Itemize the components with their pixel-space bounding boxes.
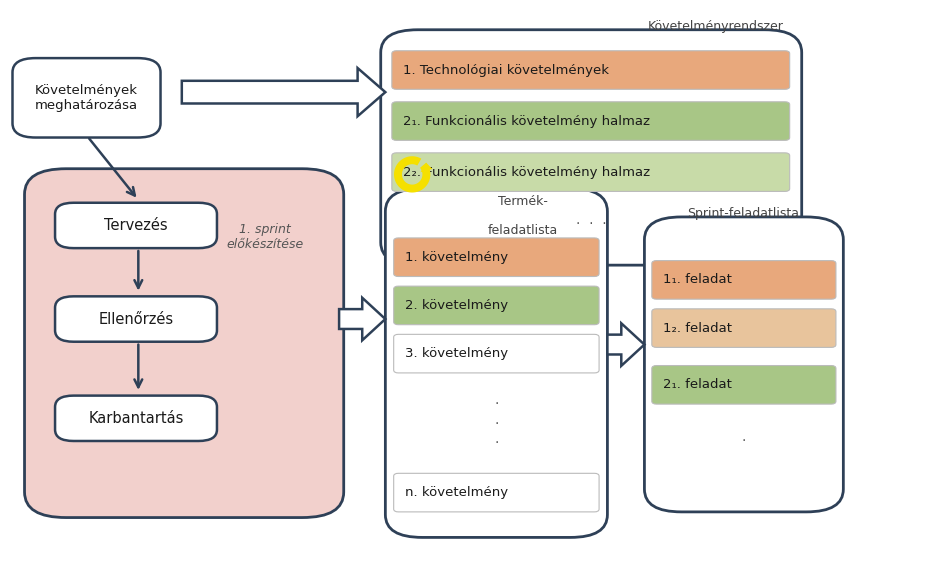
Polygon shape <box>394 156 430 193</box>
Text: Termék-: Termék- <box>498 196 548 209</box>
Text: ·
·
·: · · · <box>494 397 498 450</box>
FancyBboxPatch shape <box>393 335 599 373</box>
Text: 1. követelmény: 1. követelmény <box>404 251 507 264</box>
Polygon shape <box>607 323 643 366</box>
Text: Sprint-feladatlista: Sprint-feladatlista <box>687 207 798 220</box>
FancyBboxPatch shape <box>380 30 801 265</box>
Text: ·  ·  ·: · · · <box>576 217 606 231</box>
Text: Követelményrendszer: Követelményrendszer <box>647 19 782 32</box>
Polygon shape <box>338 298 385 340</box>
Text: Tervezés: Tervezés <box>104 218 168 233</box>
Text: Ellenőrzés: Ellenőrzés <box>98 312 173 327</box>
Polygon shape <box>420 162 432 172</box>
Text: feladatlista: feladatlista <box>488 224 558 237</box>
Text: 1. sprint
előkészítése: 1. sprint előkészítése <box>226 223 303 251</box>
Text: 3. követelmény: 3. követelmény <box>404 347 507 360</box>
Text: n. követelmény: n. követelmény <box>404 486 507 499</box>
FancyBboxPatch shape <box>393 473 599 512</box>
Text: 1₁. feladat: 1₁. feladat <box>662 274 731 286</box>
Text: 2₁. feladat: 2₁. feladat <box>662 378 731 392</box>
Text: Karbantartás: Karbantartás <box>88 411 184 426</box>
Text: ·: · <box>741 434 744 448</box>
FancyBboxPatch shape <box>385 189 607 538</box>
FancyBboxPatch shape <box>391 153 789 192</box>
Text: 2₁. Funkcionális követelmény halmaz: 2₁. Funkcionális követelmény halmaz <box>402 115 649 128</box>
FancyBboxPatch shape <box>55 296 217 342</box>
FancyBboxPatch shape <box>643 217 843 512</box>
Text: 2. követelmény: 2. követelmény <box>404 299 507 312</box>
Polygon shape <box>182 68 385 116</box>
FancyBboxPatch shape <box>391 51 789 89</box>
FancyBboxPatch shape <box>651 309 835 347</box>
Text: 1₂. feladat: 1₂. feladat <box>662 321 731 335</box>
FancyBboxPatch shape <box>12 58 160 137</box>
FancyBboxPatch shape <box>393 238 599 276</box>
Text: 2₂. Funkcionális követelmény halmaz: 2₂. Funkcionális követelmény halmaz <box>402 166 649 178</box>
FancyBboxPatch shape <box>651 260 835 299</box>
Text: Követelmények
meghatározása: Követelmények meghatározása <box>35 84 138 112</box>
FancyBboxPatch shape <box>24 169 343 518</box>
FancyBboxPatch shape <box>55 203 217 248</box>
FancyBboxPatch shape <box>391 102 789 140</box>
FancyBboxPatch shape <box>55 396 217 441</box>
FancyBboxPatch shape <box>651 365 835 404</box>
FancyBboxPatch shape <box>393 286 599 325</box>
Text: 1. Technológiai követelmények: 1. Technológiai követelmények <box>402 63 608 76</box>
